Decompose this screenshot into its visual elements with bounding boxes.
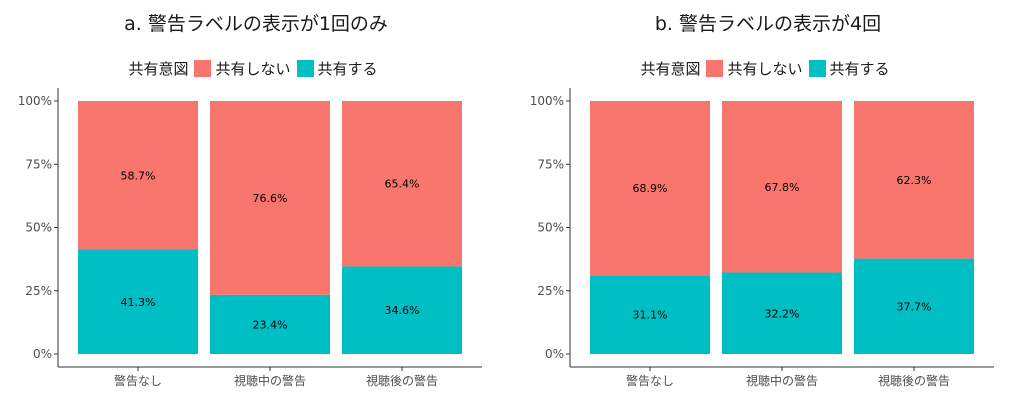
stacked-bar-chart-b: 0% 25% 50% 75% 100% 31.1% 68.9% 警告なし 32.2% 67.8% 視…: [530, 88, 994, 388]
stacked-bar-chart-a: 0% 25% 50% 75% 100% 41.3% 58.7% 警告なし 23.4% 76.6% 視…: [18, 88, 482, 388]
y-tick-label: 0%: [33, 347, 52, 361]
chart-title: a. 警告ラベルの表示が1回のみ: [124, 13, 388, 35]
x-tick-label: 警告なし: [626, 373, 674, 388]
chart-title: b. 警告ラベルの表示が4回: [654, 13, 882, 35]
y-tick-label: 0%: [545, 347, 564, 361]
legend-label-share: 共有する: [829, 60, 890, 78]
x-tick-label: 視聴後の警告: [366, 373, 438, 388]
data-label-share: 37.7%: [897, 300, 932, 313]
y-tick-label: 25%: [25, 284, 52, 298]
y-tick-label: 50%: [537, 221, 564, 235]
legend-item-no-share: 共有しない: [706, 58, 803, 79]
legend: 共有意図 共有しない 共有する: [512, 58, 1024, 79]
data-label-no-share: 67.8%: [765, 181, 800, 194]
legend-title: 共有意図: [128, 60, 189, 78]
legend-label-no-share: 共有しない: [727, 60, 803, 78]
data-label-share: 32.2%: [765, 307, 800, 320]
legend-swatch-share: [296, 60, 314, 77]
data-label-share: 23.4%: [253, 318, 288, 331]
bar-share: [854, 258, 974, 354]
legend-title: 共有意図: [640, 60, 701, 78]
data-label-no-share: 58.7%: [121, 169, 156, 182]
data-label-no-share: 68.9%: [633, 182, 668, 195]
legend-label-no-share: 共有しない: [215, 60, 291, 78]
legend-swatch-share: [808, 60, 826, 77]
chart-panel-b: b. 警告ラベルの表示が4回 共有意図 共有しない 共有する 0% 25% 50% 7…: [512, 0, 1024, 402]
data-label-no-share: 65.4%: [385, 178, 420, 191]
y-tick-label: 75%: [537, 157, 564, 171]
y-tick-label: 75%: [25, 157, 52, 171]
data-label-share: 41.3%: [121, 296, 156, 309]
x-tick-label: 視聴中の警告: [746, 373, 818, 388]
bar-share: [78, 249, 198, 354]
chart-panel-a: a. 警告ラベルの表示が1回のみ 共有意図 共有しない 共有する 0% 25% 50…: [0, 13, 512, 388]
legend-swatch-no-share: [194, 60, 212, 77]
y-tick-label: 100%: [530, 94, 564, 108]
bar-share: [722, 272, 842, 354]
data-label-no-share: 62.3%: [897, 174, 932, 187]
bar-no-share: [78, 101, 198, 250]
legend-item-share: 共有する: [296, 58, 378, 79]
bar-share: [342, 266, 462, 354]
y-tick-label: 50%: [25, 221, 52, 235]
bar-no-share: [854, 101, 974, 259]
bar-share: [590, 275, 710, 354]
legend: 共有意図 共有しない 共有する: [0, 58, 512, 79]
bar-no-share: [590, 101, 710, 276]
data-label-no-share: 76.6%: [253, 192, 288, 205]
x-tick-label: 警告なし: [114, 373, 162, 388]
data-label-share: 34.6%: [385, 304, 420, 317]
legend-label-share: 共有する: [317, 60, 378, 78]
legend-swatch-no-share: [706, 60, 724, 77]
bar-no-share: [210, 101, 330, 295]
bar-no-share: [342, 101, 462, 267]
y-tick-label: 100%: [18, 94, 52, 108]
x-tick-label: 視聴中の警告: [234, 373, 306, 388]
data-label-share: 31.1%: [633, 309, 668, 322]
bar-share: [210, 294, 330, 354]
legend-item-no-share: 共有しない: [194, 58, 291, 79]
legend-item-share: 共有する: [808, 58, 890, 79]
y-tick-label: 25%: [537, 284, 564, 298]
x-tick-label: 視聴後の警告: [878, 373, 950, 388]
bar-no-share: [722, 101, 842, 273]
